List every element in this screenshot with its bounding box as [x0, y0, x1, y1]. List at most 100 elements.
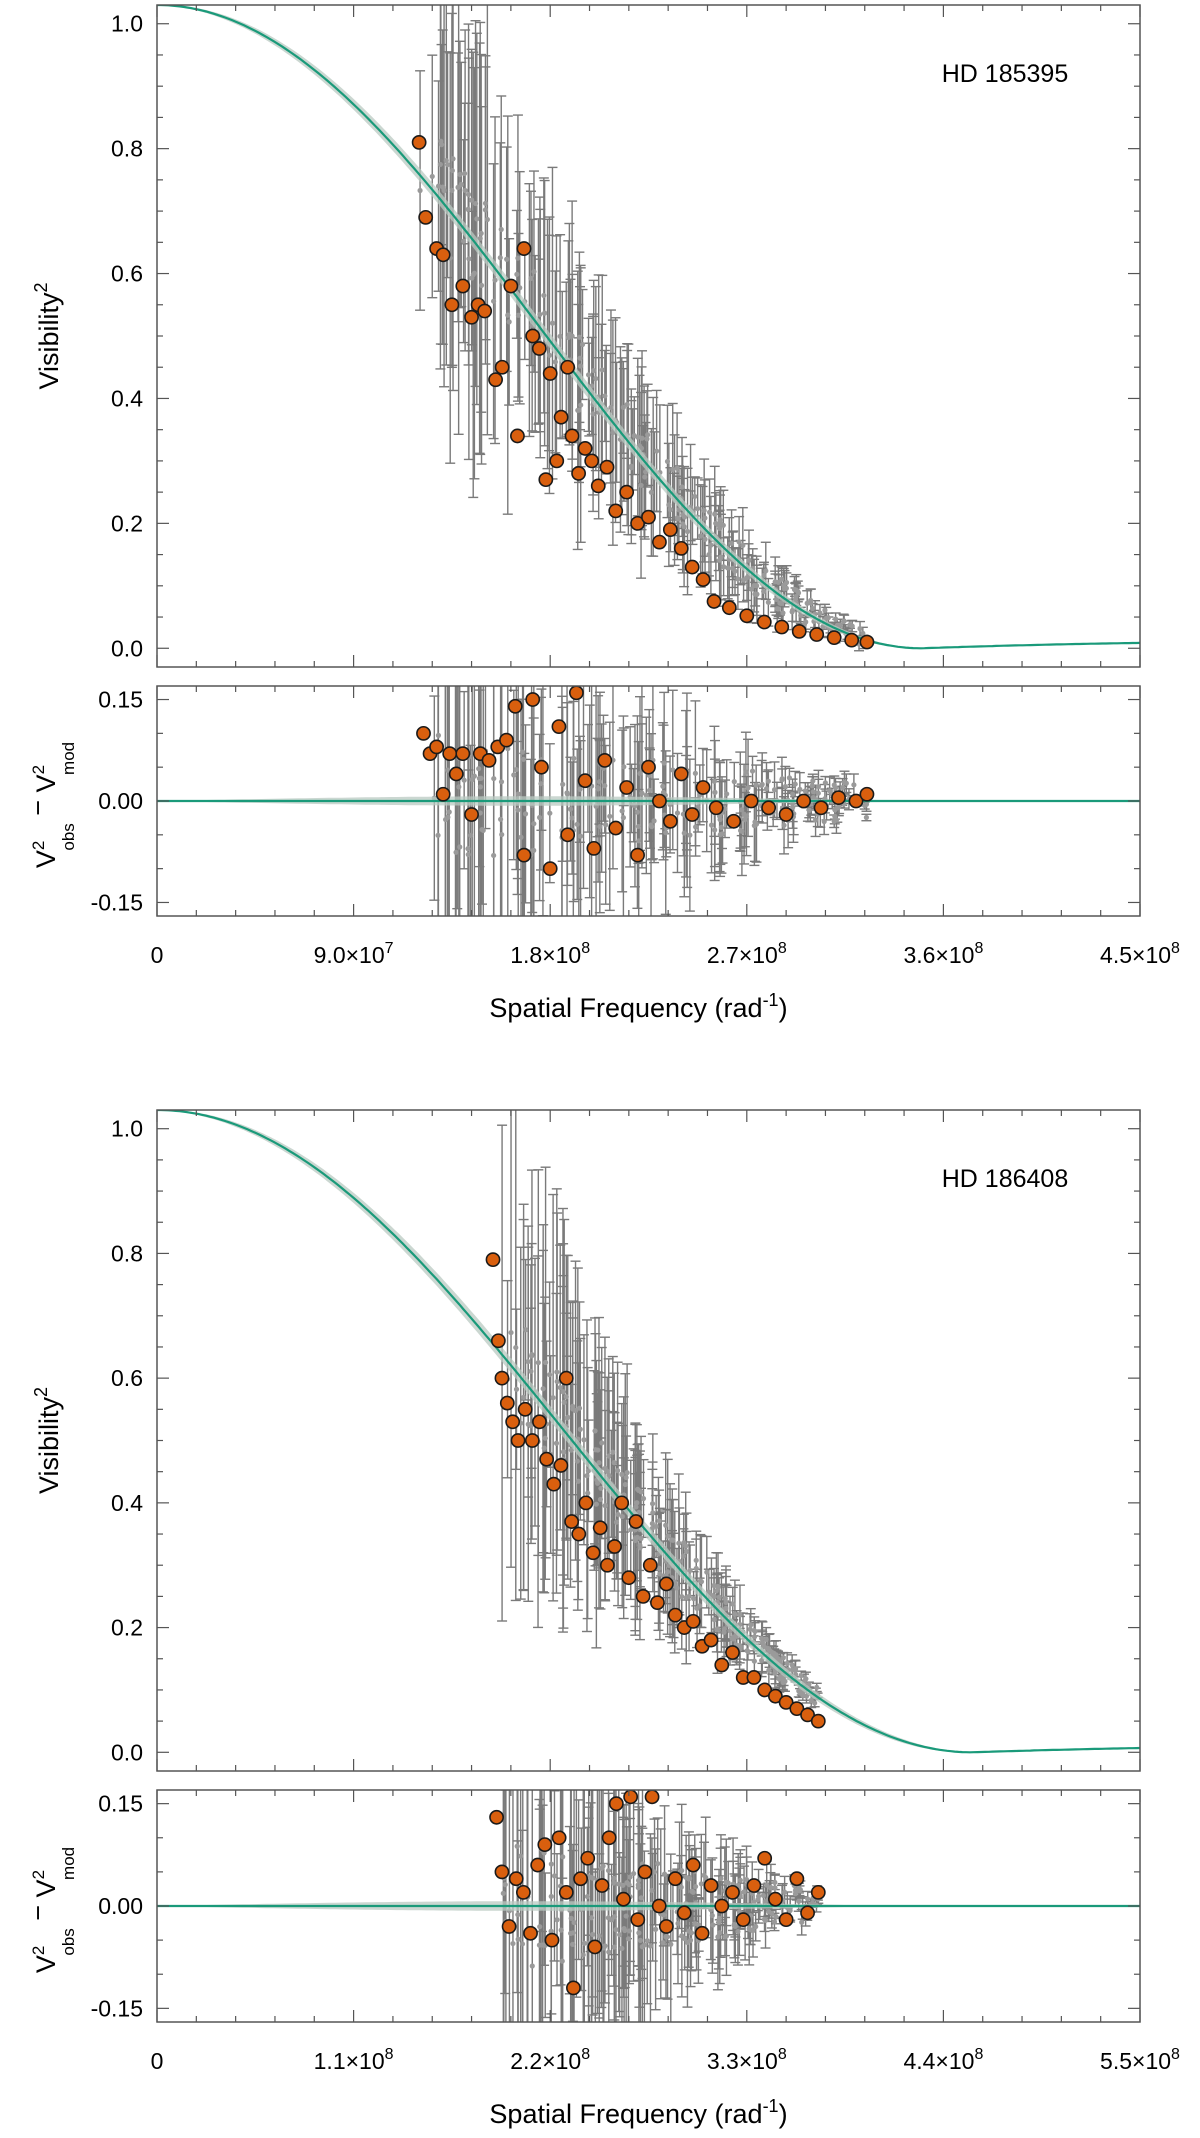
raw-point [729, 565, 736, 571]
data-point [684, 807, 700, 822]
raw-point [469, 197, 475, 203]
raw-point [541, 1445, 547, 1451]
binned-points [489, 1790, 826, 1996]
raw-point [560, 1449, 567, 1455]
raw-point [626, 1928, 632, 1934]
raw-point [611, 1875, 617, 1881]
raw-point [622, 1927, 628, 1934]
data-point [494, 1370, 510, 1386]
raw-point [595, 786, 601, 792]
raw-point [710, 1922, 716, 1928]
data-point [580, 1850, 596, 1866]
raw-point [429, 173, 435, 180]
raw-point [810, 778, 816, 784]
data-point [537, 1837, 553, 1852]
raw-point [712, 789, 718, 795]
raw-point [763, 568, 769, 574]
x-axis [156, 1790, 1141, 2022]
data-point [809, 627, 825, 642]
raw-point [602, 1503, 608, 1509]
data-point [796, 793, 811, 809]
data-point [637, 1864, 653, 1880]
raw-point [606, 1453, 612, 1459]
data-point [767, 1688, 783, 1704]
data-point [455, 746, 471, 762]
raw-point [470, 272, 476, 278]
data-point [791, 624, 807, 639]
raw-point [563, 1394, 569, 1400]
raw-point [568, 1930, 574, 1936]
data-point [442, 746, 458, 762]
y-tick-label: 0.15 [98, 687, 143, 713]
raw-point [620, 815, 627, 821]
raw-point [550, 1395, 556, 1401]
raw-point [465, 851, 471, 858]
raw-point [497, 255, 503, 261]
data-point [481, 753, 497, 768]
data-point [549, 453, 565, 469]
data-point [525, 692, 541, 707]
y-tick-label: 0.6 [111, 1365, 143, 1391]
raw-point [738, 828, 744, 834]
data-point [416, 725, 431, 741]
raw-point [482, 207, 489, 213]
raw-point [417, 187, 423, 194]
raw-point [720, 522, 726, 528]
raw-point [803, 619, 809, 625]
data-point [746, 1878, 762, 1893]
raw-point [637, 770, 643, 777]
data-point [499, 1395, 515, 1411]
raw-point [718, 1875, 724, 1882]
raw-point [599, 367, 605, 373]
raw-point [598, 1485, 604, 1491]
raw-point [793, 594, 799, 600]
raw-point [722, 1596, 728, 1602]
x-axis-title: Spatial Frequency (rad-1) [489, 2096, 787, 2129]
raw-point [607, 813, 613, 819]
raw-point [650, 1510, 656, 1516]
data-point [848, 793, 864, 809]
data-point [597, 753, 613, 768]
data-point [569, 686, 584, 701]
raw-point [737, 1643, 743, 1649]
y-tick-label: 0.0 [111, 635, 143, 661]
raw-point [797, 1690, 803, 1696]
raw-point [461, 170, 468, 177]
data-point [859, 786, 875, 802]
data-point [695, 572, 711, 587]
data-point [619, 780, 635, 795]
data-point [515, 1884, 531, 1900]
raw-point [529, 1351, 535, 1358]
raw-point [571, 755, 577, 761]
raw-point [663, 1934, 669, 1940]
raw-point [666, 502, 672, 508]
raw-point [490, 298, 497, 304]
raw-point [749, 768, 756, 774]
raw-point [798, 612, 804, 619]
raw-point [634, 809, 641, 815]
raw-point [721, 1629, 727, 1635]
raw-point [799, 1919, 805, 1925]
raw-point [655, 1861, 661, 1867]
raw-point [644, 436, 650, 442]
raw-point [577, 786, 583, 792]
y-axis-title: Visibility2 [31, 1387, 64, 1494]
data-point [778, 1695, 794, 1710]
raw-point [614, 1468, 621, 1474]
raw-point [796, 1898, 802, 1904]
y-tick-label: 0.4 [111, 385, 143, 411]
raw-point [500, 1890, 506, 1896]
raw-point [576, 1405, 583, 1411]
raw-point [822, 607, 828, 613]
raw-point [602, 1465, 608, 1472]
raw-point [610, 1449, 616, 1455]
data-point [684, 559, 700, 575]
data-point [551, 719, 567, 734]
raw-point [482, 200, 489, 206]
y-tick-label: 0.4 [111, 1490, 143, 1516]
y-tick-label: 0.2 [111, 1615, 143, 1641]
raw-point [643, 792, 649, 798]
raw-point [678, 1884, 684, 1890]
data-point [676, 1905, 692, 1921]
raw-point [568, 1447, 574, 1453]
